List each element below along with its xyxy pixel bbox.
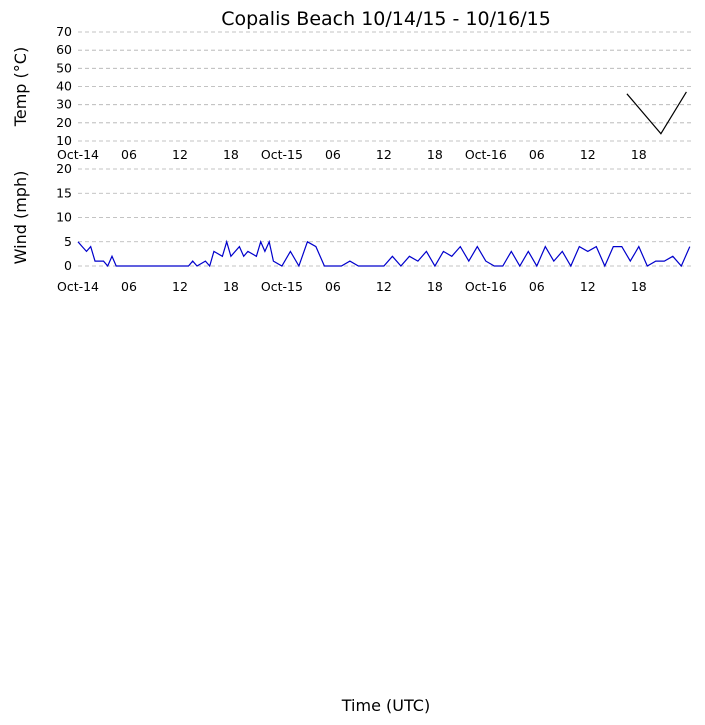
y-axis-label: Temp (°C) bbox=[11, 47, 30, 127]
x-tick-label: Oct-16 bbox=[465, 279, 507, 294]
x-tick-label: 12 bbox=[376, 147, 392, 162]
y-tick-label: 70 bbox=[56, 24, 72, 39]
x-tick-label: 18 bbox=[427, 147, 443, 162]
x-tick-label: Oct-15 bbox=[261, 147, 303, 162]
x-tick-label: Oct-16 bbox=[465, 147, 507, 162]
x-tick-label: 12 bbox=[172, 279, 188, 294]
y-tick-label: 50 bbox=[56, 60, 72, 75]
x-tick-label: 06 bbox=[121, 279, 137, 294]
chart-title: Copalis Beach 10/14/15 - 10/16/15 bbox=[221, 8, 551, 30]
y-axis-label: Wind (mph) bbox=[11, 171, 30, 265]
x-tick-label: Oct-15 bbox=[261, 279, 303, 294]
x-tick-label: 18 bbox=[223, 147, 239, 162]
x-tick-label: 12 bbox=[580, 147, 596, 162]
x-tick-label: 18 bbox=[631, 147, 647, 162]
y-tick-label: 0 bbox=[64, 258, 72, 273]
x-tick-label: 06 bbox=[325, 279, 341, 294]
x-tick-label: 18 bbox=[427, 279, 443, 294]
x-tick-label: 06 bbox=[325, 147, 341, 162]
x-tick-label: 18 bbox=[223, 279, 239, 294]
y-tick-label: 30 bbox=[56, 97, 72, 112]
x-tick-label: 06 bbox=[529, 147, 545, 162]
panel-0: 10 20 30 40 50 60 70 Temp (°C) Oct-14 06 12 18 Oct-1… bbox=[11, 24, 694, 162]
x-tick-label: 12 bbox=[172, 147, 188, 162]
x-tick-label: 12 bbox=[376, 279, 392, 294]
y-tick-label: 10 bbox=[56, 133, 72, 148]
x-tick-label: Oct-14 bbox=[57, 147, 99, 162]
x-tick-label: 12 bbox=[580, 279, 596, 294]
y-tick-label: 20 bbox=[56, 161, 72, 176]
y-tick-label: 20 bbox=[56, 115, 72, 130]
x-tick-label: 06 bbox=[121, 147, 137, 162]
panel-1: 0 5 10 15 20 Wind (mph) Oct-14 06 12 18 Oct-15 06 12… bbox=[11, 161, 694, 294]
y-tick-label: 15 bbox=[56, 185, 72, 200]
x-tick-label: 18 bbox=[631, 279, 647, 294]
x-axis-label: Time (UTC) bbox=[341, 696, 430, 715]
series-line bbox=[626, 91, 687, 135]
series-line bbox=[77, 239, 691, 268]
y-tick-label: 5 bbox=[64, 234, 72, 249]
y-tick-label: 40 bbox=[56, 79, 72, 94]
y-tick-label: 10 bbox=[56, 210, 72, 225]
y-tick-label: 60 bbox=[56, 42, 72, 57]
x-tick-label: Oct-14 bbox=[57, 279, 99, 294]
x-tick-label: 06 bbox=[529, 279, 545, 294]
